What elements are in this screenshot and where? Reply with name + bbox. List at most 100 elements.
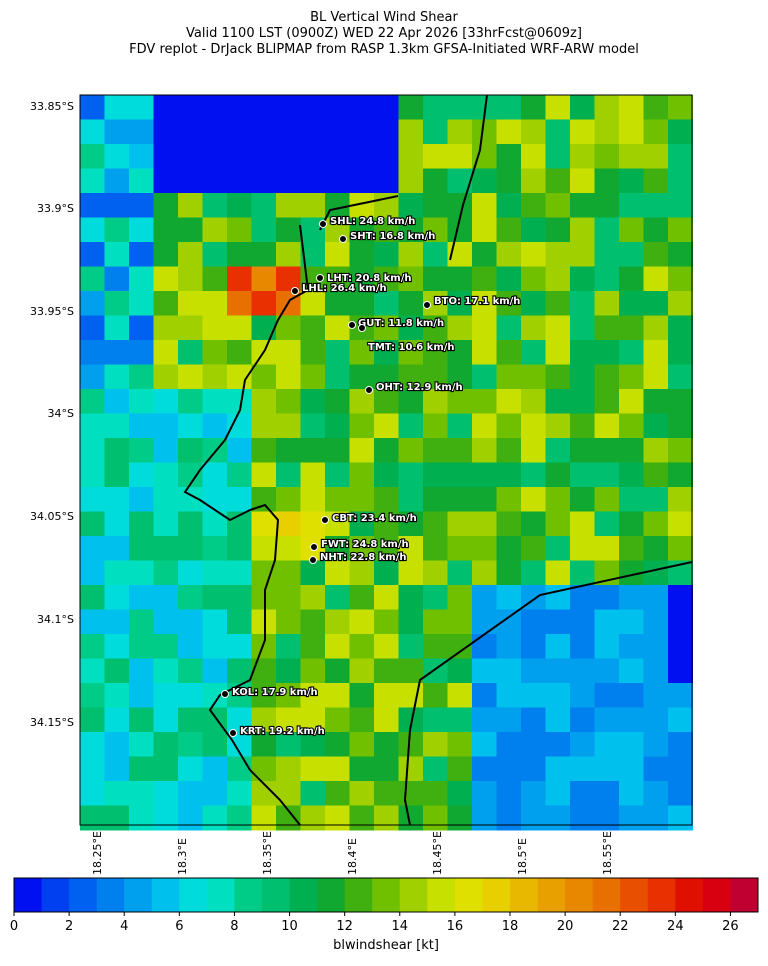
lat-label: 33.9°S	[37, 202, 74, 215]
field-cell	[349, 413, 375, 439]
field-cell	[80, 511, 105, 537]
field-cell	[594, 585, 620, 610]
field-cell	[300, 511, 326, 537]
field-cell	[668, 144, 693, 169]
field-cell	[227, 560, 252, 586]
field-cell	[398, 168, 424, 194]
field-cell	[349, 242, 375, 267]
field-cell	[349, 756, 375, 782]
field-cell	[643, 242, 669, 267]
field-cell	[178, 242, 203, 267]
field-cell	[545, 683, 571, 708]
field-cell	[643, 291, 669, 316]
field-cell	[619, 168, 644, 194]
field-cell	[643, 364, 669, 390]
field-cell	[521, 536, 546, 561]
field-cell	[521, 168, 546, 194]
field-cell	[545, 242, 571, 267]
field-cell	[80, 291, 105, 316]
field-cell	[129, 144, 154, 169]
field-cell	[668, 364, 693, 390]
field-cell	[178, 609, 203, 635]
field-cell	[178, 560, 203, 586]
field-cell	[472, 217, 497, 243]
field-cell	[300, 658, 326, 684]
field-cell	[153, 95, 179, 120]
field-cell	[104, 340, 130, 365]
field-cell	[129, 315, 154, 341]
field-cell	[668, 217, 693, 243]
field-cell	[545, 413, 571, 439]
colorbar-swatch	[344, 878, 373, 912]
field-cell	[619, 609, 644, 635]
field-cell	[570, 95, 595, 120]
field-cell	[325, 364, 350, 390]
lon-label: 18.25°E	[91, 831, 104, 875]
field-cell	[104, 217, 130, 243]
field-cell	[521, 340, 546, 365]
field-cell	[374, 658, 399, 684]
field-cell	[570, 168, 595, 194]
field-cell	[300, 364, 326, 390]
field-cell	[129, 389, 154, 414]
field-cell	[545, 389, 571, 414]
field-cell	[104, 266, 130, 292]
field-cell	[325, 658, 350, 684]
field-cell	[619, 707, 644, 733]
field-cell	[349, 585, 375, 610]
field-cell	[496, 291, 522, 316]
field-cell	[374, 683, 399, 708]
field-cell	[129, 291, 154, 316]
field-cell	[153, 634, 179, 659]
field-cell	[300, 707, 326, 733]
field-cell	[374, 438, 399, 463]
colorbar-swatch	[69, 878, 98, 912]
field-cell	[570, 707, 595, 733]
colorbar-swatch	[289, 878, 318, 912]
field-cell	[374, 634, 399, 659]
field-cell	[594, 487, 620, 512]
colorbar-tick-label: 8	[230, 919, 238, 934]
field-cell	[80, 462, 105, 488]
field-cell	[521, 732, 546, 757]
field-cell	[496, 340, 522, 365]
field-cell	[398, 315, 424, 341]
field-cell	[325, 266, 350, 292]
field-cell	[570, 438, 595, 463]
field-cell	[80, 536, 105, 561]
field-cell	[153, 340, 179, 365]
field-cell	[153, 805, 179, 831]
field-cell	[496, 315, 522, 341]
colorbar-tick-label: 10	[281, 919, 298, 934]
field-cell	[472, 315, 497, 341]
field-cell	[178, 781, 203, 806]
field-cell	[178, 756, 203, 782]
field-cell	[276, 217, 301, 243]
field-cell	[619, 144, 644, 169]
station-dot	[319, 220, 327, 228]
field-cell	[594, 193, 620, 218]
field-cell	[447, 389, 473, 414]
field-cell	[496, 217, 522, 243]
field-cell	[545, 707, 571, 733]
field-cell	[153, 462, 179, 488]
field-cell	[80, 732, 105, 757]
field-cell	[227, 683, 252, 708]
field-cell	[153, 756, 179, 782]
field-cell	[80, 168, 105, 194]
field-cell	[643, 266, 669, 292]
field-cell	[521, 560, 546, 586]
field-cell	[570, 805, 595, 831]
field-cell	[521, 805, 546, 831]
field-cell	[423, 315, 448, 341]
field-cell	[668, 119, 693, 145]
field-cell	[276, 781, 301, 806]
field-cell	[570, 609, 595, 635]
station-label: FWT: 24.8 km/h	[321, 539, 409, 550]
field-cell	[349, 487, 375, 512]
field-cell	[472, 707, 497, 733]
field-cell	[251, 462, 277, 488]
field-cell	[178, 168, 203, 194]
field-cell	[398, 340, 424, 365]
field-cell	[496, 266, 522, 292]
